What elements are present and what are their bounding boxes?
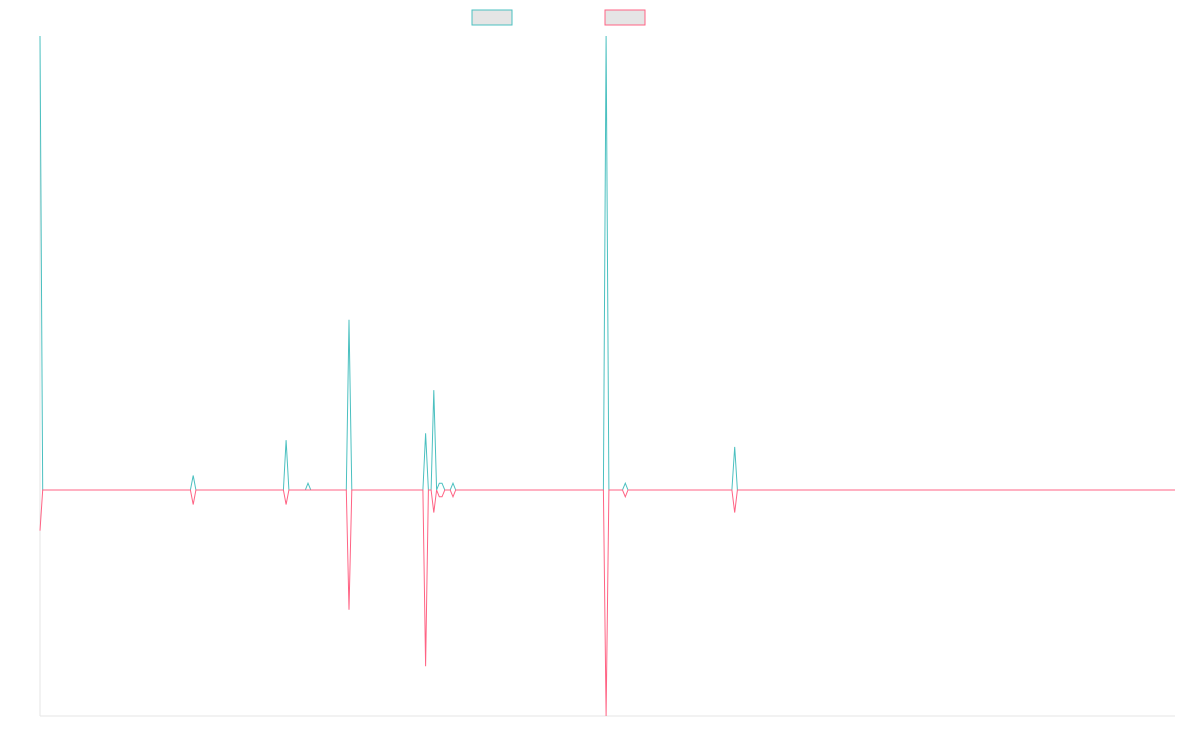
series-line-2 [39, 489, 1175, 717]
legend-item-2[interactable] [604, 9, 646, 26]
series-line-1 [39, 35, 1175, 491]
axes [39, 36, 1175, 717]
legend-swatch-1[interactable] [471, 9, 513, 26]
legend-swatch-2[interactable] [604, 9, 646, 26]
legend-item-1[interactable] [471, 9, 513, 26]
plot-area [39, 35, 1175, 717]
legend[interactable] [471, 9, 646, 26]
